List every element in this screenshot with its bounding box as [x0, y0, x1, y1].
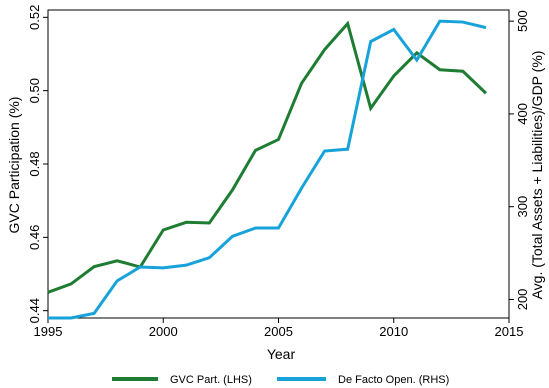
left-y-axis-title: GVC Participation (%) — [6, 97, 22, 234]
right-y-tick-label: 400 — [515, 103, 530, 125]
left-y-tick-label: 0.46 — [27, 225, 42, 250]
right-y-axis-title: Avg. (Total Assets + Liabilities)/GDP (%… — [529, 51, 545, 300]
x-axis-title: Year — [267, 346, 296, 362]
right-y-tick-label: 500 — [515, 10, 530, 32]
plot-frame — [47, 9, 510, 319]
legend-label-gvc: GVC Part. (LHS) — [170, 374, 252, 386]
x-tick-label: 2010 — [379, 324, 408, 339]
x-tick-label: 2000 — [149, 324, 178, 339]
left-y-tick-label: 0.44 — [27, 298, 42, 323]
axes: 1995 2000 2005 2010 2015 0.44 0.46 0.48 0.50 0.52… — [27, 5, 530, 339]
series-lines — [47, 19, 487, 320]
right-y-tick-label: 200 — [515, 289, 530, 311]
left-y-tick-label: 0.50 — [27, 78, 42, 103]
left-y-tick-label: 0.48 — [27, 151, 42, 176]
plot-area — [47, 9, 510, 319]
left-y-tick-label: 0.52 — [27, 5, 42, 30]
x-tick-label: 2005 — [264, 324, 293, 339]
right-y-tick-label: 300 — [515, 196, 530, 218]
legend-label-defacto: De Facto Open. (RHS) — [338, 374, 449, 386]
series-line-defacto — [48, 19, 487, 320]
x-tick-label: 2015 — [495, 324, 524, 339]
legend: GVC Part. (LHS) De Facto Open. (RHS) — [112, 374, 449, 386]
x-tick-label: 1995 — [34, 324, 63, 339]
